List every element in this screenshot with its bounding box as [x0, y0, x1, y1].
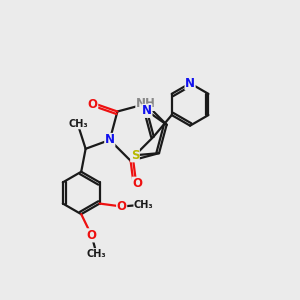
Text: CH₃: CH₃ — [68, 119, 88, 129]
Text: O: O — [117, 200, 127, 213]
Text: O: O — [88, 98, 98, 111]
Text: N: N — [142, 104, 152, 117]
Text: N: N — [185, 77, 195, 90]
Text: S: S — [131, 149, 139, 162]
Text: N: N — [105, 134, 115, 146]
Text: NH: NH — [136, 98, 156, 110]
Text: CH₃: CH₃ — [86, 249, 106, 259]
Text: O: O — [86, 229, 97, 242]
Text: O: O — [132, 177, 142, 190]
Text: CH₃: CH₃ — [134, 200, 154, 210]
